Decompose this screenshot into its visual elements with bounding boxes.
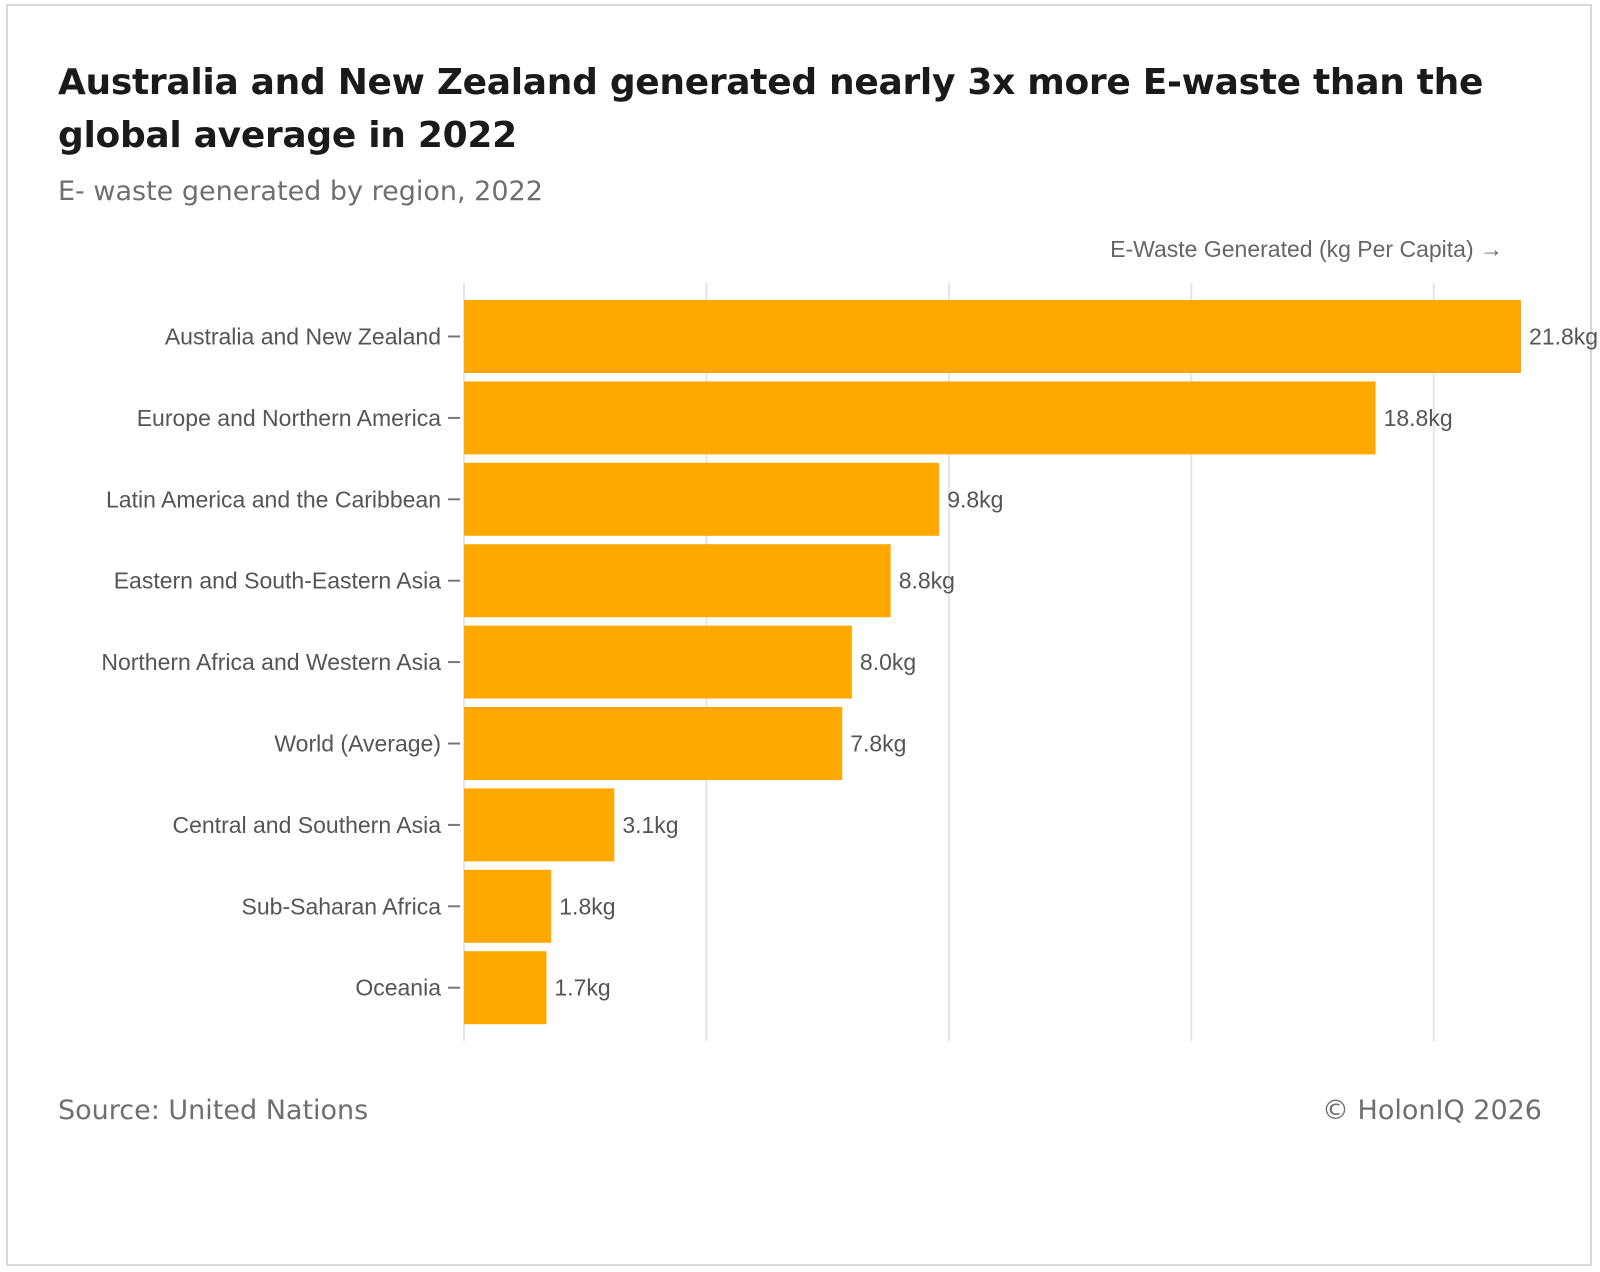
bar — [464, 300, 1522, 373]
value-label: 21.8kg — [1529, 324, 1598, 350]
bar — [464, 951, 547, 1025]
source-note: Source: United Nations — [58, 1095, 369, 1126]
chart-subtitle: E- waste generated by region, 2022 — [58, 176, 543, 207]
labels: Australia and New Zealand 21.8kg Europe an… — [101, 324, 1598, 1001]
category-label: World (Average) — [274, 731, 441, 757]
bar — [464, 381, 1376, 455]
category-label: Eastern and South-Eastern Asia — [114, 568, 442, 594]
category-label: Latin America and the Caribbean — [106, 486, 441, 512]
category-label: Oceania — [355, 975, 441, 1001]
bar — [464, 462, 940, 536]
value-label: 1.8kg — [559, 893, 615, 919]
bar — [464, 625, 852, 699]
bar — [464, 544, 891, 618]
x-axis-label: E-Waste Generated (kg Per Capita) → — [1110, 236, 1503, 262]
copyright-note: © HolonIQ 2026 — [1321, 1095, 1542, 1126]
value-label: 18.8kg — [1384, 405, 1453, 431]
bars — [464, 300, 1522, 1025]
value-label: 8.8kg — [899, 568, 955, 594]
value-label: 1.7kg — [554, 975, 610, 1001]
value-label: 3.1kg — [622, 812, 678, 838]
value-label: 9.8kg — [947, 486, 1003, 512]
category-label: Australia and New Zealand — [165, 324, 441, 350]
category-label: Europe and Northern America — [137, 405, 441, 431]
value-label: 7.8kg — [850, 731, 906, 757]
category-label: Northern Africa and Western Asia — [101, 649, 441, 675]
chart-title: Australia and New Zealand generated near… — [58, 62, 1484, 156]
category-label: Sub-Saharan Africa — [242, 893, 442, 919]
value-label: 8.0kg — [860, 649, 916, 675]
bar — [464, 869, 552, 943]
category-label: Central and Southern Asia — [172, 812, 441, 838]
bar — [464, 707, 843, 780]
bar — [464, 788, 615, 862]
